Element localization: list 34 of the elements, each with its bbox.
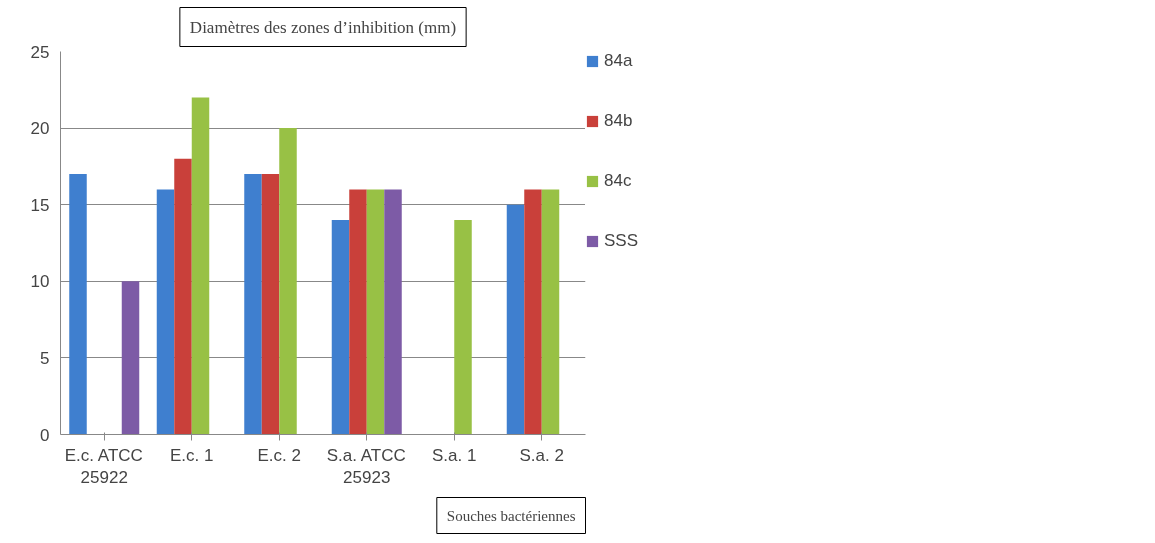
bar	[191, 97, 210, 435]
bar	[121, 281, 140, 435]
bar	[69, 174, 87, 435]
bar	[524, 189, 542, 435]
legend-label: 84a	[604, 51, 634, 71]
x-tick-label: E.c. 1	[170, 445, 214, 465]
x-tick-label: S.a. 1	[432, 445, 477, 465]
bar	[541, 189, 560, 435]
x-tick-label: S.a. 2	[519, 445, 564, 465]
bar	[349, 189, 367, 435]
x-tick-label: E.c. ATCC 25922	[64, 445, 143, 488]
x-axis-title: Souches bactériennes	[446, 507, 576, 524]
y-tick-label: 15	[30, 195, 50, 215]
y-tick-label: 25	[30, 42, 50, 62]
bar	[384, 189, 402, 435]
bar	[174, 158, 192, 435]
chart-title: Diamètres des zones d’inhibition (mm)	[189, 17, 457, 37]
bar	[506, 204, 525, 435]
bar	[331, 220, 350, 435]
bar	[156, 189, 175, 435]
legend-label: 84c	[604, 171, 633, 191]
legend-label: 84b	[604, 111, 634, 131]
bar	[279, 128, 297, 435]
x-tick-label: E.c. 2	[257, 445, 301, 465]
bar	[366, 189, 385, 435]
x-tick-label: S.a. ATCC 25923	[326, 445, 406, 488]
bar	[261, 174, 280, 435]
y-tick-label: 20	[30, 119, 50, 139]
legend-label: SSS	[604, 231, 640, 251]
y-tick-label: 5	[40, 348, 50, 368]
y-tick-label: 10	[30, 272, 50, 292]
bar	[454, 220, 472, 435]
y-tick-label: 0	[40, 425, 50, 445]
bar	[244, 174, 262, 435]
